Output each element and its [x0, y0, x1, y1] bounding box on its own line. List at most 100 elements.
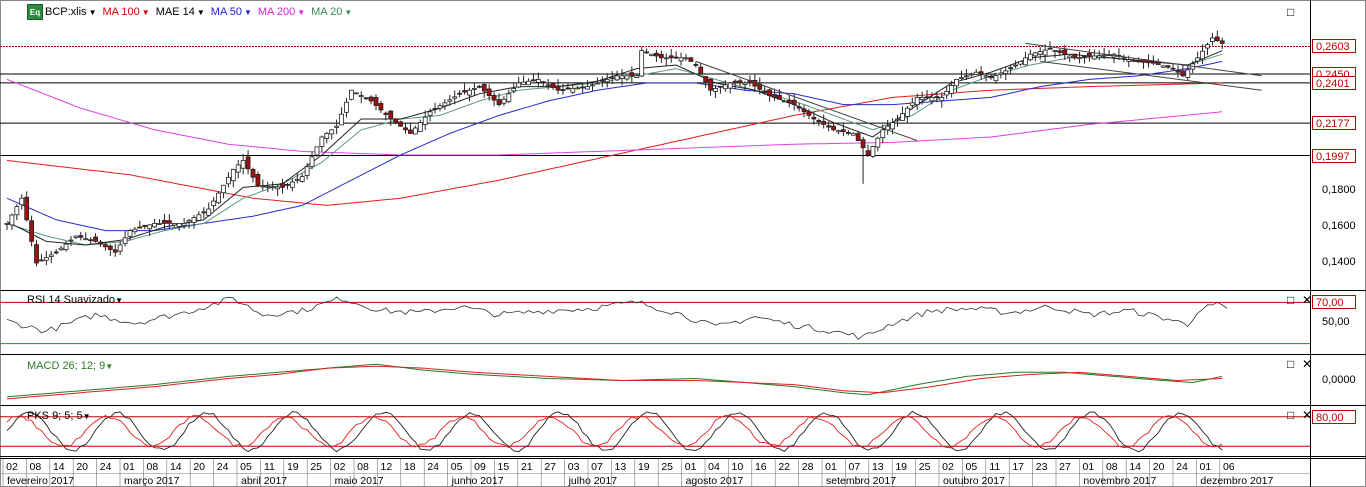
- candle: [171, 222, 177, 226]
- candle: [344, 101, 349, 113]
- maximize-icon[interactable]: □: [1287, 357, 1295, 371]
- x-tick-label: 19: [638, 461, 650, 473]
- candle: [324, 132, 330, 139]
- candle: [924, 96, 930, 99]
- candle: [688, 57, 694, 62]
- rsi-title[interactable]: RSI 14 Suavizado▼: [27, 294, 123, 306]
- candle: [914, 97, 920, 106]
- macd-title[interactable]: MACD 26; 12; 9▼: [27, 360, 114, 372]
- candle: [983, 75, 989, 78]
- candle: [152, 222, 158, 228]
- trendline: [695, 60, 918, 142]
- candle: [973, 71, 979, 75]
- candle: [836, 130, 841, 133]
- maximize-icon[interactable]: □: [1287, 5, 1295, 19]
- candle: [294, 178, 300, 181]
- indicator-ma-50[interactable]: MA 50 ▼: [210, 6, 252, 18]
- pks-d-line: [6, 414, 1223, 449]
- x-tick-label: 24: [427, 461, 439, 473]
- month-label: abril 2017: [241, 475, 287, 487]
- candle: [319, 136, 325, 147]
- price-level-box: 0,2177: [1312, 116, 1356, 130]
- candle: [673, 56, 679, 59]
- pks-panel: [0, 410, 1310, 453]
- candle: [988, 75, 994, 78]
- candle: [378, 103, 384, 111]
- candle: [1136, 60, 1141, 63]
- candle: [1027, 53, 1033, 61]
- candle: [1185, 69, 1191, 78]
- indicator-ma-20[interactable]: MA 20 ▼: [311, 6, 353, 18]
- close-icon[interactable]: ✕: [1302, 293, 1313, 307]
- candle: [604, 79, 610, 83]
- candle: [383, 112, 389, 115]
- candle: [1008, 67, 1014, 70]
- candle: [939, 97, 945, 102]
- candle: [289, 181, 295, 188]
- candle: [98, 241, 103, 245]
- candle: [83, 238, 89, 241]
- candle: [9, 214, 15, 226]
- candle: [476, 85, 482, 88]
- candle: [767, 89, 772, 97]
- maximize-icon[interactable]: □: [1287, 408, 1295, 422]
- candle: [850, 132, 856, 136]
- candle: [240, 159, 246, 169]
- candle: [1170, 67, 1176, 70]
- candle: [408, 129, 413, 134]
- indicator-ma-200[interactable]: MA 200 ▼: [257, 6, 306, 18]
- chevron-down-icon: ▼: [196, 8, 205, 17]
- candle: [737, 80, 743, 84]
- candle: [560, 89, 566, 91]
- candle: [260, 185, 266, 188]
- candle: [841, 129, 846, 132]
- candle: [1214, 36, 1220, 42]
- candle: [270, 186, 276, 189]
- candle: [580, 86, 586, 89]
- candle: [53, 251, 59, 254]
- indicator-ma-100[interactable]: MA 100 ▼: [102, 6, 150, 18]
- candle: [663, 57, 669, 60]
- candle: [634, 75, 640, 78]
- symbol-selector[interactable]: BCP:xlis ▼: [45, 6, 96, 18]
- candle: [1082, 56, 1087, 58]
- candle: [900, 113, 905, 121]
- x-tick-label: 05: [966, 461, 978, 473]
- candle: [742, 82, 748, 85]
- candle: [890, 122, 895, 130]
- candle: [1057, 50, 1063, 53]
- maximize-icon[interactable]: □: [1287, 293, 1295, 307]
- candle: [595, 82, 600, 85]
- candle: [683, 57, 689, 60]
- candle: [865, 150, 871, 156]
- trendline: [1025, 42, 1262, 77]
- candle: [801, 108, 807, 113]
- candle: [147, 224, 153, 230]
- candle: [703, 76, 709, 83]
- indicator-list: MA 100 ▼ MAE 14 ▼ MA 50 ▼ MA 200 ▼ MA 20 ▼: [96, 6, 352, 18]
- x-tick-label: 02: [6, 461, 18, 473]
- candle: [654, 52, 659, 57]
- candle: [870, 146, 876, 157]
- close-icon[interactable]: ✕: [1302, 357, 1313, 371]
- candle: [181, 222, 187, 226]
- x-tick-label: 06: [1223, 461, 1235, 473]
- month-label: março 2017: [124, 475, 180, 487]
- candle: [1087, 52, 1092, 57]
- candle: [1062, 49, 1068, 55]
- candle: [516, 82, 522, 88]
- candle: [388, 110, 394, 120]
- x-tick-label: 07: [591, 461, 603, 473]
- pks-title[interactable]: PKS 9; 5; 5▼: [27, 410, 91, 422]
- indicator-mae-14[interactable]: MAE 14 ▼: [155, 6, 205, 18]
- candle: [934, 96, 940, 98]
- candle: [142, 225, 148, 227]
- candle: [29, 220, 35, 242]
- x-tick-label: 19: [287, 461, 299, 473]
- candle: [157, 222, 162, 225]
- close-icon[interactable]: ✕: [1302, 408, 1313, 422]
- candle: [1023, 57, 1028, 66]
- candle: [570, 88, 576, 93]
- candle: [176, 222, 182, 227]
- candle: [363, 97, 369, 100]
